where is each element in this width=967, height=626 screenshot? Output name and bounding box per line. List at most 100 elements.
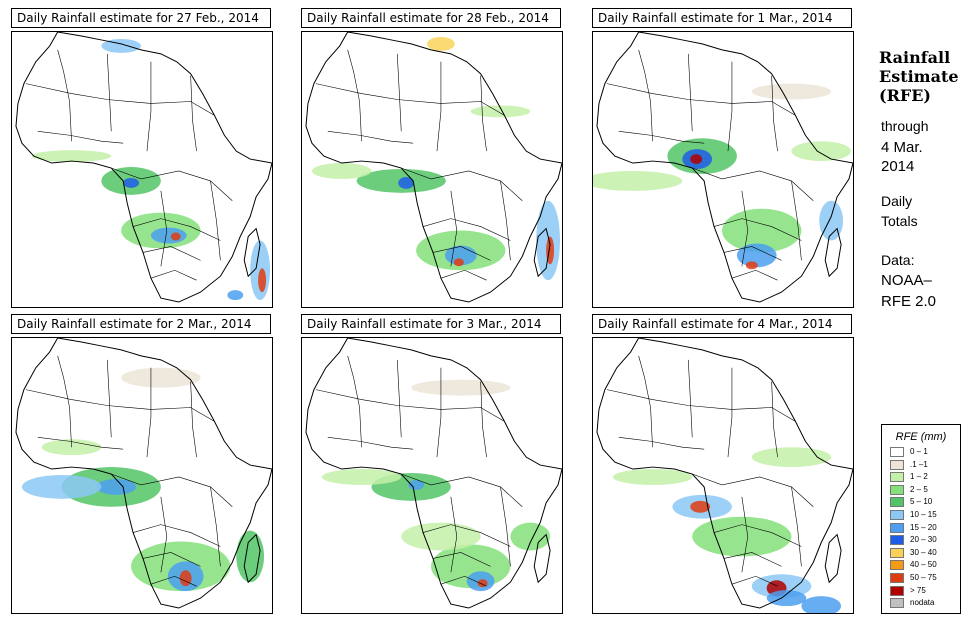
coastline xyxy=(596,32,853,303)
legend-label: 40 – 50 xyxy=(910,560,937,570)
legend-swatch xyxy=(890,459,904,470)
country-border xyxy=(500,486,511,567)
country-border xyxy=(692,167,814,201)
country-border xyxy=(638,49,653,142)
country-border xyxy=(450,496,458,573)
country-border xyxy=(500,180,511,261)
legend-label: 50 – 75 xyxy=(910,573,937,582)
country-border xyxy=(432,246,491,261)
africa-map xyxy=(305,32,562,303)
rainfall-area xyxy=(751,83,832,100)
country-border xyxy=(106,359,112,438)
legend-item: 20 – 30 xyxy=(890,535,960,546)
legend-item: 10 – 15 xyxy=(890,510,960,520)
madagascar-outline xyxy=(824,227,842,278)
country-border xyxy=(741,190,749,267)
legend-label: .1 –1 xyxy=(910,459,928,469)
legend-item: 2 – 5 xyxy=(890,484,960,495)
country-border xyxy=(106,53,112,132)
africa-map xyxy=(593,32,853,303)
country-border xyxy=(791,486,802,567)
country-border xyxy=(771,381,778,458)
country-border xyxy=(723,552,782,567)
country-border xyxy=(210,486,221,567)
country-border xyxy=(450,190,458,267)
country-border xyxy=(436,61,442,152)
legend-swatch xyxy=(890,535,904,546)
rainfall-area xyxy=(751,447,832,468)
country-border xyxy=(57,355,72,448)
country-border xyxy=(692,473,814,507)
legend-swatch xyxy=(890,510,904,520)
legend-item: 50 – 75 xyxy=(890,573,960,583)
legend: RFE (mm) 0 – 1 .1 –1 1 – 2 2 – 5 5 – 10 10 – … xyxy=(881,424,961,614)
africa-map xyxy=(305,338,562,609)
country-border xyxy=(618,436,705,450)
rainfall-map xyxy=(11,31,273,308)
country-border xyxy=(771,75,778,152)
rainfall-area xyxy=(692,516,792,557)
country-border xyxy=(160,190,168,267)
map-panel-2-mar: Daily Rainfall estimate for 2 Mar., 2014 xyxy=(11,314,273,614)
legend-item: 30 – 40 xyxy=(890,547,960,558)
rainfall-map xyxy=(301,31,563,308)
rainfall-area xyxy=(321,469,402,485)
map-panel-3-mar: Daily Rainfall estimate for 3 Mar., 2014 xyxy=(301,314,563,614)
rainfall-area xyxy=(311,163,372,179)
end-date-line1: 4 Mar. xyxy=(881,139,923,156)
legend-item: 5 – 10 xyxy=(890,497,960,508)
rainfall-area xyxy=(411,379,511,396)
through-label: through xyxy=(881,118,929,134)
legend-item: .1 –1 xyxy=(890,459,960,470)
rainfall-area xyxy=(121,367,201,388)
rainfall-area xyxy=(736,243,777,268)
legend-item: 1 – 2 xyxy=(890,472,960,483)
rainfall-map xyxy=(592,31,854,308)
legend-title: RFE (mm) xyxy=(895,431,947,443)
country-border xyxy=(727,61,733,152)
rainfall-area xyxy=(258,268,267,293)
country-border xyxy=(396,53,402,132)
country-border xyxy=(731,575,778,587)
legend-label: 0 – 1 xyxy=(910,447,928,456)
panel-title: Daily Rainfall estimate for 4 Mar., 2014 xyxy=(592,314,852,334)
source-line1: NOAA– xyxy=(881,272,932,289)
data-label: Data: xyxy=(881,252,915,268)
country-border xyxy=(440,269,487,281)
map-panel-4-mar: Daily Rainfall estimate for 4 Mar., 2014 xyxy=(592,314,854,614)
country-border xyxy=(37,436,124,450)
rainfall-area xyxy=(745,261,758,270)
rainfall-area xyxy=(227,290,244,301)
country-border xyxy=(727,367,733,458)
country-border xyxy=(111,167,233,201)
country-border xyxy=(440,575,487,587)
country-border xyxy=(347,49,362,142)
legend-swatch xyxy=(890,585,904,596)
rainfall-area xyxy=(408,479,425,490)
country-border xyxy=(638,355,653,448)
rainfall-area xyxy=(96,478,137,495)
legend-item: 0 – 1 xyxy=(890,447,960,457)
legend-label: 5 – 10 xyxy=(910,497,933,507)
country-border xyxy=(723,246,782,261)
coastline xyxy=(596,338,853,609)
end-date-line2: 2014 xyxy=(881,158,915,175)
side-heading: Rainfall Estimate (RFE) xyxy=(879,48,961,105)
rainfall-area xyxy=(123,177,140,188)
country-border xyxy=(606,83,796,116)
country-border xyxy=(111,473,233,507)
legend-label: nodata xyxy=(910,598,935,608)
country-border xyxy=(687,359,693,438)
daily-label: Daily xyxy=(881,193,913,209)
legend-label: 2 – 5 xyxy=(910,484,928,494)
rainfall-area xyxy=(791,141,852,162)
rainfall-area xyxy=(41,439,102,456)
country-border xyxy=(25,83,215,116)
rainfall-area xyxy=(766,590,807,607)
country-border xyxy=(160,496,168,573)
legend-item: nodata xyxy=(890,598,960,609)
legend-swatch xyxy=(890,598,904,609)
country-border xyxy=(37,130,124,144)
country-border xyxy=(315,83,505,116)
panel-title: Daily Rainfall estimate for 2 Mar., 2014 xyxy=(11,314,271,334)
